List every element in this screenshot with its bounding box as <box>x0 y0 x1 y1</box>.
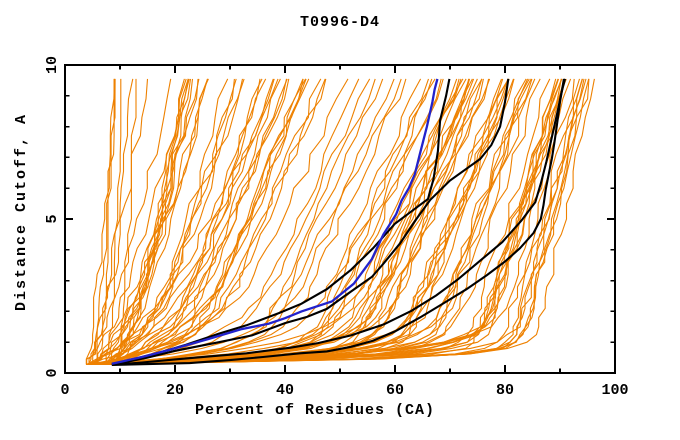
model-curve-orange <box>105 78 510 365</box>
x-tick-label: 20 <box>165 382 184 399</box>
model-curve-orange <box>86 78 509 365</box>
x-tick-label: 100 <box>601 382 629 399</box>
model-curve-orange <box>95 78 290 365</box>
model-curve-orange <box>115 78 422 365</box>
model-curve-orange <box>110 78 235 365</box>
model-curve-orange <box>109 78 322 365</box>
model-curve-orange <box>116 78 484 365</box>
model-curve-orange <box>105 78 189 365</box>
model-curve-orange <box>85 78 566 365</box>
x-tick-label: 40 <box>275 382 294 399</box>
y-tick-label: 10 <box>44 56 61 75</box>
model-curve-orange <box>85 78 115 365</box>
model-curve-orange <box>100 78 407 365</box>
model-curve-orange <box>107 78 376 365</box>
model-curve-blue-model <box>111 78 439 365</box>
model-curve-orange <box>95 78 533 365</box>
model-curve-orange <box>97 78 326 365</box>
model-curve-orange <box>103 78 470 365</box>
model-curve-orange <box>90 78 279 365</box>
model-curve-orange <box>93 78 199 365</box>
model-curve-orange <box>88 78 149 365</box>
model-curve-orange <box>105 78 575 365</box>
model-curve-orange <box>90 78 209 365</box>
model-curve-orange <box>101 78 274 365</box>
model-curve-orange <box>108 78 244 365</box>
model-curve-orange <box>92 78 134 365</box>
chart-title: T0996-D4 <box>299 14 380 31</box>
x-tick-label: 80 <box>495 382 514 399</box>
model-curve-orange <box>92 78 529 365</box>
model-curve-orange <box>108 78 209 365</box>
x-axis-label: Percent of Residues (CA) <box>194 402 436 419</box>
model-curve-orange <box>92 78 116 365</box>
x-tick-label: 60 <box>385 382 404 399</box>
model-curve-orange <box>86 78 590 365</box>
model-curve-orange <box>101 78 384 365</box>
model-curve-orange <box>89 78 433 365</box>
model-curve-orange <box>113 78 541 365</box>
axes-frame <box>64 64 616 374</box>
model-curve-orange <box>95 78 585 365</box>
model-curve-orange <box>107 78 310 365</box>
model-curve-orange <box>95 78 307 365</box>
model-curve-orange <box>91 78 462 365</box>
model-curve-orange <box>91 78 395 365</box>
model-curve-orange <box>97 78 504 365</box>
model-curve-black-model-b <box>114 78 510 366</box>
model-curve-orange <box>104 78 327 365</box>
model-curve-orange <box>93 78 209 365</box>
model-curve-orange <box>101 78 583 365</box>
model-curve-orange <box>107 78 595 365</box>
model-curve-orange <box>88 78 563 365</box>
x-tick-label: 0 <box>60 382 70 399</box>
y-tick-label: 0 <box>44 368 61 378</box>
model-curve-orange <box>116 78 551 365</box>
model-curve-orange <box>103 78 483 365</box>
model-curve-orange <box>96 78 581 365</box>
background-model-curves <box>85 78 595 365</box>
model-curve-orange <box>88 78 458 365</box>
model-curve-orange <box>88 78 187 365</box>
y-tick-label: 5 <box>44 214 61 224</box>
model-curve-orange <box>114 78 261 365</box>
model-curve-orange <box>114 78 436 365</box>
model-curve-orange <box>86 78 275 365</box>
model-curve-black-model-c <box>111 78 565 367</box>
model-curve-orange <box>88 78 349 365</box>
model-curve-orange <box>106 78 565 365</box>
model-curve-orange <box>89 78 444 365</box>
model-curve-orange <box>97 78 115 365</box>
model-curve-orange <box>94 78 532 365</box>
model-curve-orange <box>85 78 402 365</box>
model-curve-orange <box>93 78 515 365</box>
model-curve-black-model-d <box>113 78 567 366</box>
model-curve-orange <box>95 78 478 365</box>
model-curve-orange <box>111 78 189 365</box>
model-curve-orange <box>104 78 560 365</box>
